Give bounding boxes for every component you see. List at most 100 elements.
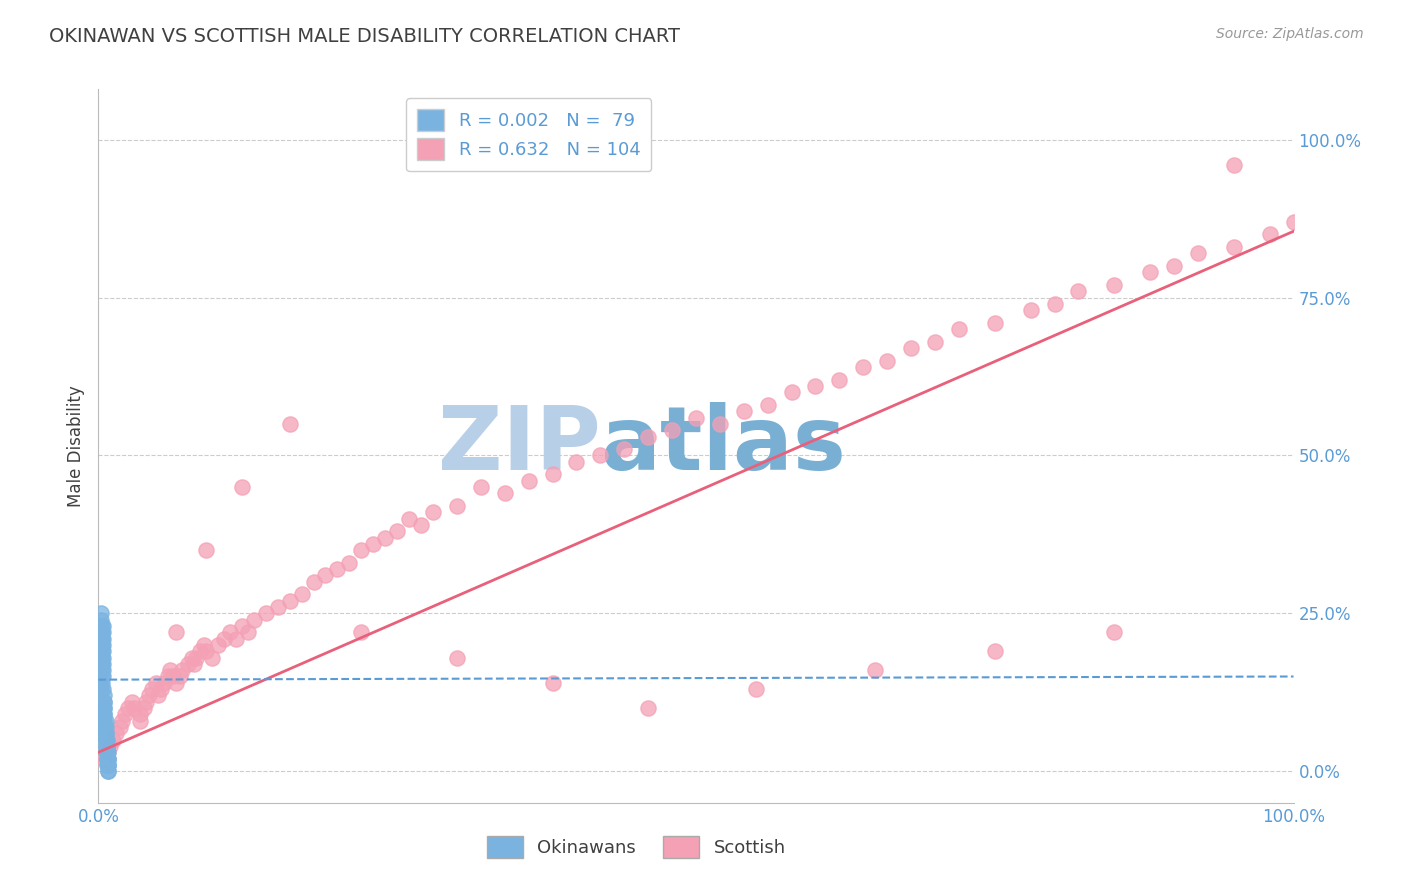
Point bbox=[91, 619, 114, 633]
Point bbox=[1019, 303, 1042, 318]
Point bbox=[984, 644, 1007, 658]
Point bbox=[231, 619, 253, 633]
Point bbox=[93, 714, 115, 728]
Point bbox=[96, 745, 118, 759]
Point bbox=[637, 429, 659, 443]
Point bbox=[97, 764, 120, 779]
Point bbox=[1139, 265, 1161, 279]
Point bbox=[422, 505, 444, 519]
Point bbox=[94, 745, 117, 759]
Point bbox=[93, 701, 115, 715]
Point bbox=[804, 379, 827, 393]
Point bbox=[90, 625, 112, 640]
Point bbox=[153, 675, 176, 690]
Point bbox=[132, 701, 155, 715]
Point bbox=[374, 531, 396, 545]
Text: OKINAWAN VS SCOTTISH MALE DISABILITY CORRELATION CHART: OKINAWAN VS SCOTTISH MALE DISABILITY COR… bbox=[49, 27, 681, 45]
Point bbox=[111, 714, 134, 728]
Point bbox=[90, 657, 112, 671]
Point bbox=[188, 644, 211, 658]
Point bbox=[1043, 297, 1066, 311]
Point bbox=[91, 644, 114, 658]
Point bbox=[93, 720, 115, 734]
Point bbox=[93, 695, 115, 709]
Point bbox=[145, 675, 167, 690]
Point bbox=[94, 739, 117, 753]
Point bbox=[517, 474, 540, 488]
Point bbox=[97, 758, 120, 772]
Point bbox=[96, 745, 118, 759]
Point bbox=[97, 745, 120, 759]
Point bbox=[91, 682, 114, 697]
Point bbox=[90, 607, 112, 621]
Point bbox=[89, 638, 111, 652]
Point bbox=[91, 638, 114, 652]
Point bbox=[302, 574, 325, 589]
Point bbox=[169, 669, 191, 683]
Point bbox=[94, 720, 117, 734]
Point bbox=[96, 751, 118, 765]
Point bbox=[172, 663, 194, 677]
Point bbox=[613, 442, 636, 457]
Point bbox=[900, 341, 922, 355]
Point bbox=[733, 404, 755, 418]
Point bbox=[1187, 246, 1209, 260]
Point bbox=[254, 607, 277, 621]
Point bbox=[90, 613, 112, 627]
Point bbox=[91, 625, 114, 640]
Point bbox=[243, 613, 266, 627]
Point bbox=[129, 707, 152, 722]
Point bbox=[589, 449, 612, 463]
Point bbox=[91, 638, 114, 652]
Point bbox=[93, 689, 115, 703]
Point bbox=[159, 663, 181, 677]
Point bbox=[101, 732, 124, 747]
Point bbox=[90, 638, 112, 652]
Point bbox=[94, 726, 117, 740]
Point bbox=[1282, 215, 1305, 229]
Text: atlas: atlas bbox=[600, 402, 846, 490]
Point bbox=[278, 593, 301, 607]
Point bbox=[141, 682, 163, 697]
Point bbox=[162, 669, 184, 683]
Point bbox=[97, 751, 120, 765]
Point bbox=[156, 669, 179, 683]
Point bbox=[96, 758, 118, 772]
Point bbox=[195, 543, 218, 558]
Point bbox=[446, 499, 468, 513]
Point bbox=[780, 385, 803, 400]
Legend: Okinawans, Scottish: Okinawans, Scottish bbox=[479, 829, 793, 865]
Point bbox=[91, 632, 114, 646]
Point bbox=[339, 556, 361, 570]
Point bbox=[96, 751, 118, 765]
Point bbox=[89, 657, 111, 671]
Point bbox=[984, 316, 1007, 330]
Point bbox=[91, 657, 114, 671]
Point bbox=[94, 739, 117, 753]
Point bbox=[661, 423, 683, 437]
Point bbox=[89, 663, 111, 677]
Point bbox=[94, 726, 117, 740]
Point bbox=[1223, 240, 1246, 254]
Point bbox=[91, 632, 114, 646]
Point bbox=[541, 675, 564, 690]
Text: Source: ZipAtlas.com: Source: ZipAtlas.com bbox=[1216, 27, 1364, 41]
Point bbox=[212, 632, 235, 646]
Point bbox=[291, 587, 314, 601]
Point bbox=[180, 650, 202, 665]
Point bbox=[745, 682, 768, 697]
Point bbox=[93, 707, 115, 722]
Point bbox=[565, 455, 588, 469]
Point bbox=[165, 625, 187, 640]
Point bbox=[446, 650, 468, 665]
Point bbox=[89, 625, 111, 640]
Point bbox=[494, 486, 516, 500]
Point bbox=[865, 663, 887, 677]
Point bbox=[385, 524, 409, 539]
Point bbox=[201, 650, 224, 665]
Point bbox=[90, 644, 112, 658]
Point bbox=[852, 360, 875, 375]
Point bbox=[89, 644, 111, 658]
Point bbox=[1163, 259, 1185, 273]
Point bbox=[350, 543, 373, 558]
